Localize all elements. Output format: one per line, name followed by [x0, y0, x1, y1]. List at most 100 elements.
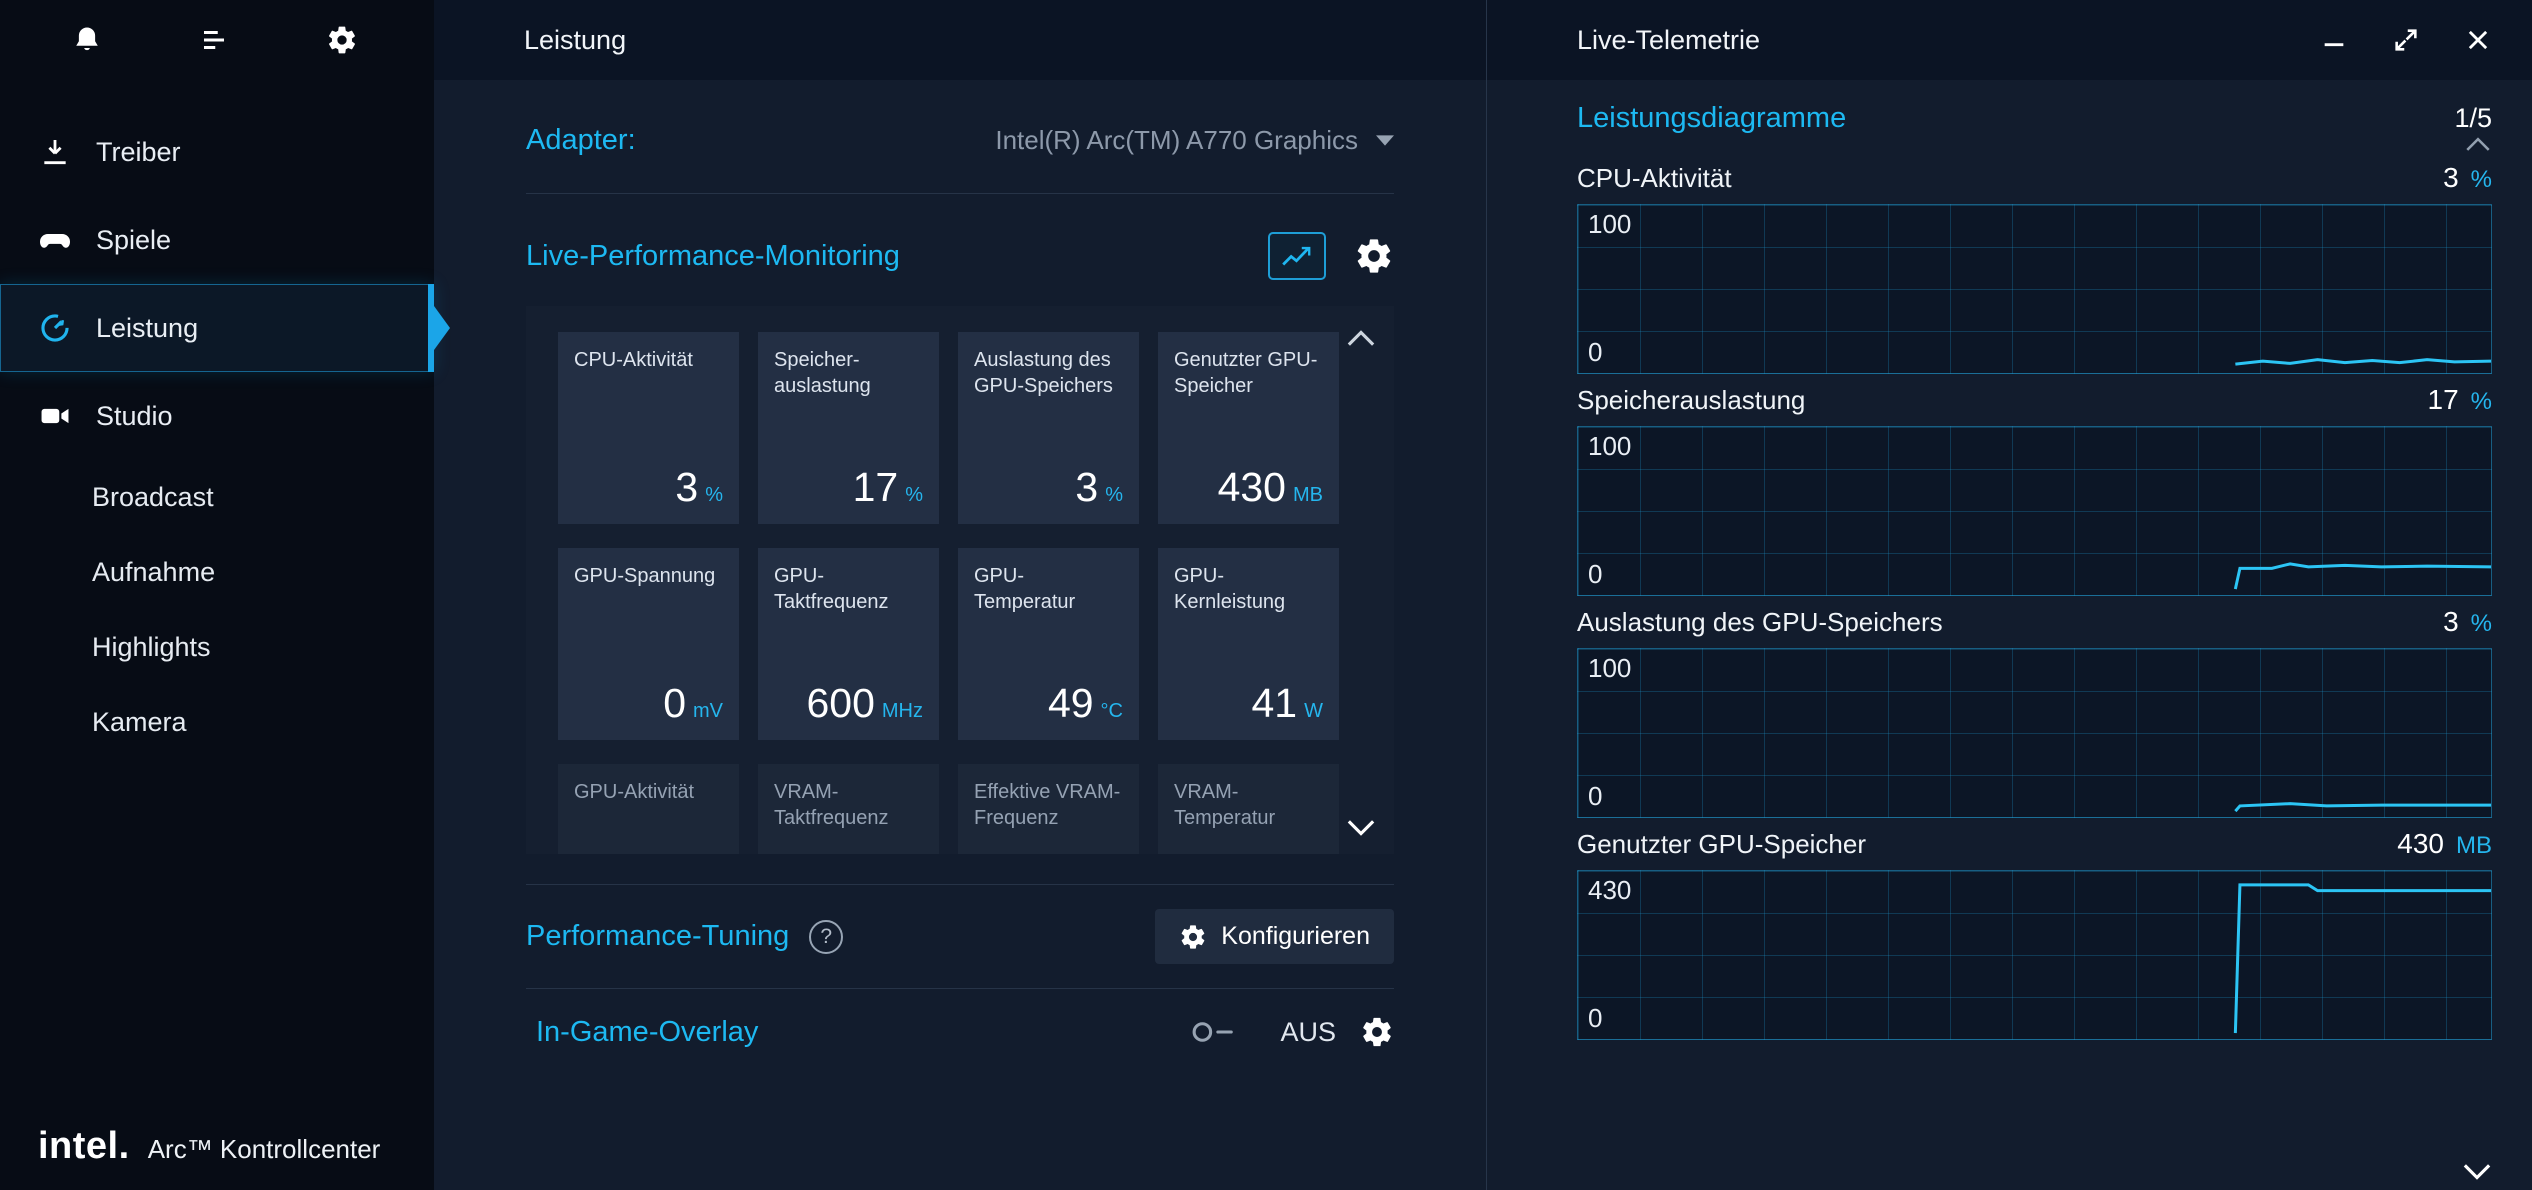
- sidebar-top-bar: [0, 0, 434, 80]
- adapter-dropdown[interactable]: Intel(R) Arc(TM) A770 Graphics: [995, 125, 1394, 156]
- metric-tile-value: 0 mV: [663, 680, 723, 727]
- settings-gear-icon[interactable]: [326, 24, 358, 56]
- chart-line: [1578, 205, 2491, 373]
- divider: [526, 193, 1394, 194]
- line-chart-button[interactable]: [1268, 232, 1326, 280]
- adapter-row: Adapter: Intel(R) Arc(TM) A770 Graphics: [526, 124, 1394, 157]
- tiles-scroll-down-icon[interactable]: [1342, 815, 1380, 840]
- metric-tile: CPU-Aktivität 3 %: [558, 332, 739, 524]
- metric-value: 3: [675, 464, 699, 510]
- sidebar-item-leistung[interactable]: Leistung: [0, 284, 434, 372]
- telemetry-body: Leistungsdiagramme 1/5 CPU-Aktivität 3 %…: [1487, 80, 2532, 1190]
- chart-value: 3: [2443, 606, 2459, 637]
- charts-list: CPU-Aktivität 3 % 100 0 Speicherauslastu…: [1577, 152, 2492, 1040]
- resize-icon[interactable]: [2392, 26, 2420, 54]
- chart-unit: %: [2470, 610, 2492, 637]
- y-axis-min-label: 0: [1588, 1003, 1603, 1033]
- charts-page-down-icon[interactable]: [2462, 1163, 2492, 1180]
- sidebar-subitem-label: Broadcast: [92, 482, 214, 512]
- metric-tile: VRAM-Taktfrequenz: [758, 764, 939, 854]
- monitoring-gear-icon[interactable]: [1354, 236, 1394, 276]
- metric-unit: °C: [1100, 700, 1123, 722]
- metric-tile: GPU-Kernleistung 41 W: [1158, 548, 1339, 740]
- in-game-overlay-row: In-Game-Overlay AUS: [526, 989, 1394, 1075]
- sidebar-nav: Treiber Spiele Leistung Studio Broadcast…: [0, 108, 434, 760]
- sidebar-subitem-label: Kamera: [92, 707, 187, 737]
- performance-panel-header: Leistung: [434, 0, 1486, 80]
- chart-current-value: 17 %: [2428, 384, 2493, 416]
- metric-tile-value: 430 MB: [1218, 464, 1323, 511]
- performance-gauge-icon: [36, 309, 74, 347]
- chart-header: CPU-Aktivität 3 %: [1577, 162, 2492, 194]
- chart-title: Auslastung des GPU-Speichers: [1577, 606, 1943, 637]
- charts-page-down-row: [1577, 1159, 2492, 1190]
- page-title: Leistung: [524, 24, 627, 55]
- metric-value: 0: [663, 680, 686, 726]
- overlay-state-label: AUS: [1280, 1016, 1336, 1047]
- sidebar-item-spiele[interactable]: Spiele: [0, 196, 434, 284]
- metric-tiles-container: CPU-Aktivität 3 % Speicher-auslastung 17…: [526, 306, 1394, 854]
- metric-tile: Effektive VRAM-Frequenz: [958, 764, 1139, 854]
- y-axis-max-label: 100: [1588, 431, 1632, 461]
- chart-title: Genutzter GPU-Speicher: [1577, 828, 1867, 859]
- sidebar-item-broadcast[interactable]: Broadcast: [0, 460, 434, 535]
- metric-tile-value: 3 %: [1075, 464, 1123, 511]
- sidebar-item-studio[interactable]: Studio: [0, 372, 434, 460]
- metric-value: 49: [1047, 680, 1094, 726]
- metric-value: 430: [1217, 464, 1286, 510]
- gamepad-icon: [36, 221, 74, 259]
- metric-tile: Auslastung des GPU-Speichers 3 %: [958, 332, 1139, 524]
- sidebar-item-treiber[interactable]: Treiber: [0, 108, 434, 196]
- metric-tile-label: Auslastung des GPU-Speichers: [974, 349, 1113, 397]
- y-axis-min-label: 0: [1588, 781, 1603, 811]
- chart-value: 17: [2427, 384, 2459, 415]
- y-axis-max-label: 100: [1588, 209, 1632, 239]
- monitoring-title: Live-Performance-Monitoring: [526, 239, 900, 272]
- tiles-grid: CPU-Aktivität 3 % Speicher-auslastung 17…: [558, 332, 1339, 854]
- metric-tile: GPU-Spannung 0 mV: [558, 548, 739, 740]
- tuning-title: Performance-Tuning: [526, 920, 790, 952]
- tiles-scroll-up-icon[interactable]: [1342, 326, 1380, 351]
- metric-tile-label: VRAM-Taktfrequenz: [774, 781, 889, 829]
- line-chart-icon: [1280, 243, 1314, 269]
- sidebar-item-aufnahme[interactable]: Aufnahme: [0, 535, 434, 610]
- adapter-dropdown-value: Intel(R) Arc(TM) A770 Graphics: [995, 125, 1358, 155]
- configure-button[interactable]: Konfigurieren: [1155, 909, 1394, 964]
- metric-tile-value: 3 %: [675, 464, 723, 511]
- telemetry-section-row: Leistungsdiagramme 1/5: [1577, 102, 2492, 135]
- divider: [526, 884, 1394, 885]
- monitoring-actions: [1268, 232, 1394, 280]
- toggle-off-icon[interactable]: [1190, 1018, 1256, 1046]
- charts-page-up-row: [1577, 137, 2492, 152]
- metric-tile-label: GPU-Temperatur: [974, 565, 1076, 613]
- metric-unit: %: [905, 484, 923, 506]
- tuning-title-group: Performance-Tuning ?: [526, 919, 844, 954]
- chart-unit: %: [2470, 166, 2492, 193]
- minimize-icon[interactable]: [2320, 26, 2348, 54]
- metric-tile: GPU-Taktfrequenz 600 MHz: [758, 548, 939, 740]
- chart-current-value: 3 %: [2443, 162, 2492, 194]
- chart-current-value: 3 %: [2443, 606, 2492, 638]
- close-icon[interactable]: [2464, 26, 2492, 54]
- performance-tuning-row: Performance-Tuning ? Konfigurieren: [526, 885, 1394, 988]
- charts-page-up-icon[interactable]: [2464, 137, 2492, 152]
- chart-line: [1578, 427, 2491, 595]
- page-indicator: 1/5: [2454, 103, 2492, 133]
- sidebar-item-highlights[interactable]: Highlights: [0, 610, 434, 685]
- question-icon[interactable]: ?: [809, 919, 844, 954]
- telemetry-title: Live-Telemetrie: [1577, 24, 1761, 55]
- metric-unit: mV: [693, 700, 723, 722]
- telemetry-chart: Genutzter GPU-Speicher 430 MB 430 0: [1577, 828, 2492, 1040]
- metric-unit: %: [1105, 484, 1123, 506]
- bell-icon[interactable]: [72, 25, 102, 55]
- diagrams-title: Leistungsdiagramme: [1577, 102, 1847, 134]
- metric-value: 41: [1251, 680, 1298, 726]
- metric-tile: Speicher-auslastung 17 %: [758, 332, 939, 524]
- gear-icon: [1179, 923, 1207, 951]
- sidebar-item-kamera[interactable]: Kamera: [0, 685, 434, 760]
- chart-value: 3: [2443, 162, 2459, 193]
- menu-icon[interactable]: [198, 25, 230, 55]
- sidebar: Treiber Spiele Leistung Studio Broadcast…: [0, 0, 434, 1190]
- metric-tile-label: Genutzter GPU-Speicher: [1174, 349, 1318, 397]
- overlay-gear-icon[interactable]: [1360, 1015, 1394, 1049]
